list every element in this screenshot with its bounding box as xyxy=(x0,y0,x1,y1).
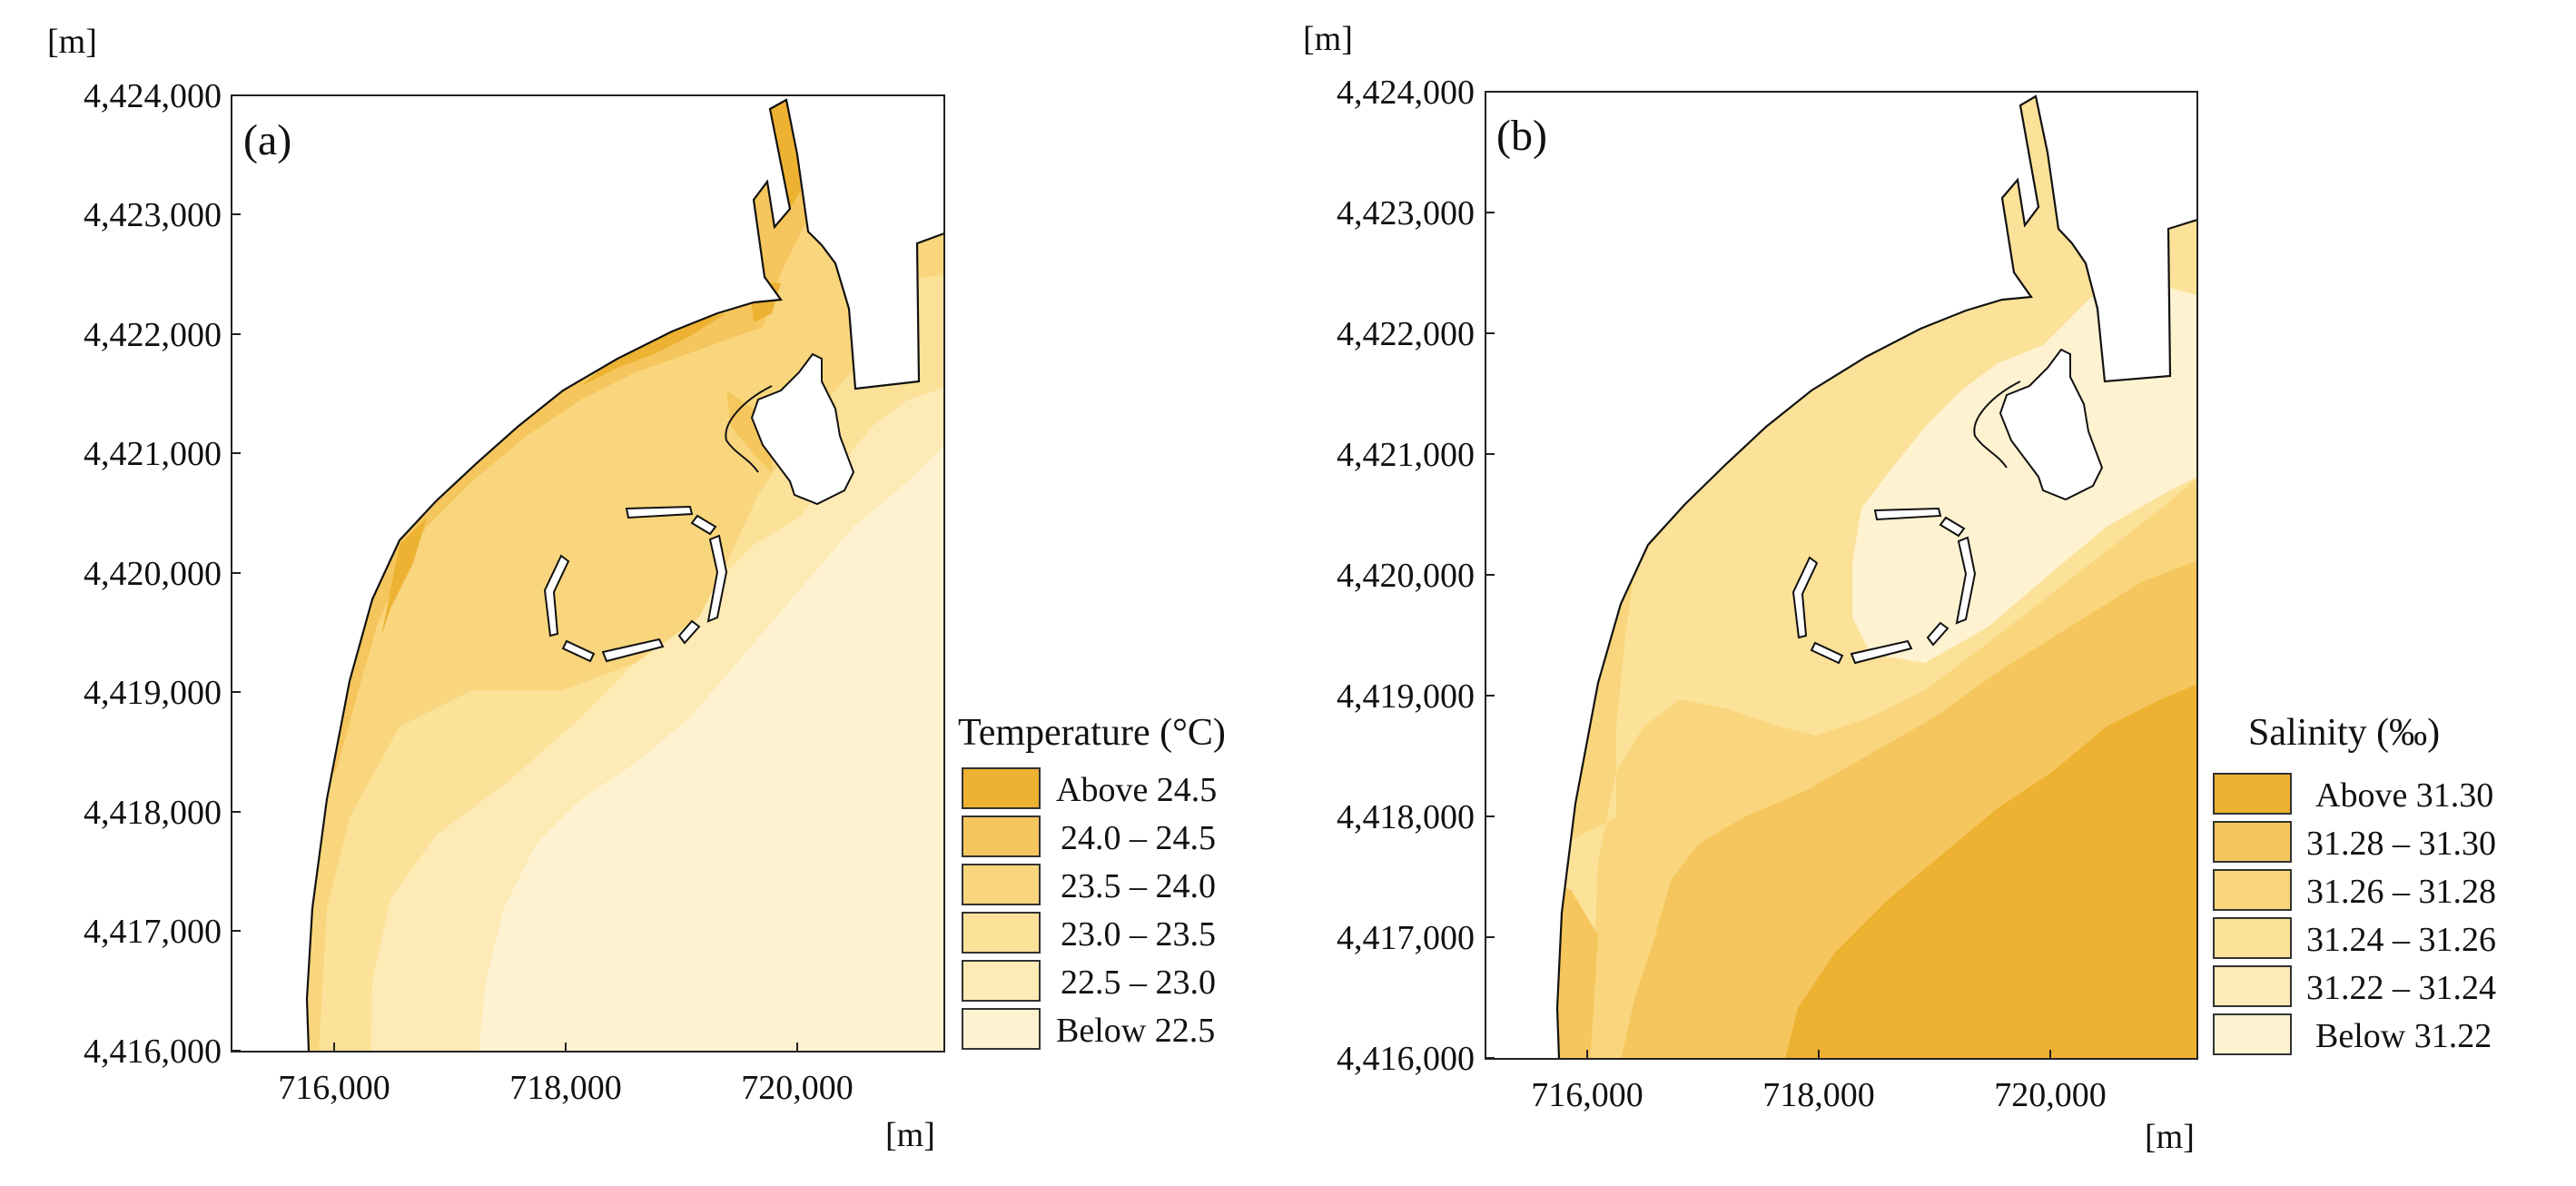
legend-swatch-a-4 xyxy=(962,960,1041,1002)
y-tick-labels-a: 4,424,000 4,423,000 4,422,000 4,421,000 … xyxy=(84,77,222,1071)
legend-swatch-b-5 xyxy=(2213,1013,2292,1055)
x-tick-labels-b: 716,000 718,000 720,000 xyxy=(1531,1076,2107,1114)
panel-a: [m] (a) 4,424,000 4,423,000 4,422,000 4,… xyxy=(47,23,1226,1154)
x-tick-labels-a: 716,000 718,000 720,000 xyxy=(278,1069,854,1107)
harbor-land-b xyxy=(1999,348,2104,501)
harbor-land-a xyxy=(750,352,855,506)
legend-label-a-4: 22.5 – 23.0 xyxy=(1061,964,1216,1002)
svg-text:716,000: 716,000 xyxy=(278,1069,390,1107)
panel-label-b: (b) xyxy=(1496,112,1547,160)
legend-swatch-b-4 xyxy=(2213,965,2292,1007)
x-ticks-a xyxy=(333,1043,798,1052)
legend-label-b-3: 31.24 – 31.26 xyxy=(2306,921,2496,959)
legend-swatch-b-2 xyxy=(2213,869,2292,911)
legend-swatch-a-1 xyxy=(962,815,1041,857)
salinity-map xyxy=(1557,96,2197,1059)
panel-b: [m] (b) 4,424,000 4,423,000 4,422,000 4,… xyxy=(1303,20,2496,1156)
legend-temperature: Temperature (°C) Above 24.5 24.0 – 24.5 … xyxy=(958,712,1226,1050)
breakwater-curve-a xyxy=(725,385,773,473)
legend-salinity: Salinity (‰) Above 31.30 31.28 – 31.30 3… xyxy=(2213,712,2496,1055)
legend-label-b-5: Below 31.22 xyxy=(2315,1017,2492,1055)
panel-label-a: (a) xyxy=(243,116,291,164)
legend-swatch-a-0 xyxy=(962,767,1041,809)
svg-text:4,419,000: 4,419,000 xyxy=(1337,677,1475,716)
legend-label-a-3: 23.0 – 23.5 xyxy=(1061,915,1216,954)
legend-swatch-a-3 xyxy=(962,912,1041,954)
coastline-b xyxy=(1555,94,2198,1060)
unit-top-b: [m] xyxy=(1303,20,1353,58)
legend-swatch-a-5 xyxy=(962,1008,1041,1050)
legend-title-a: Temperature (°C) xyxy=(958,712,1226,754)
coastline-a xyxy=(305,98,945,1053)
legend-label-a-5: Below 22.5 xyxy=(1056,1012,1215,1050)
legend-label-b-4: 31.22 – 31.24 xyxy=(2306,969,2496,1007)
y-ticks-b xyxy=(1485,91,1495,1059)
legend-label-a-2: 23.5 – 24.0 xyxy=(1061,867,1216,905)
svg-text:4,423,000: 4,423,000 xyxy=(1337,194,1475,232)
svg-text:4,416,000: 4,416,000 xyxy=(1337,1040,1475,1078)
sal-zone-above-31-30 xyxy=(1780,677,2197,1059)
svg-text:4,423,000: 4,423,000 xyxy=(84,196,222,234)
legend-label-b-0: Above 31.30 xyxy=(2315,776,2493,815)
x-ticks-b xyxy=(1586,1050,2051,1059)
artificial-reef-ring-a xyxy=(543,505,728,663)
svg-text:4,420,000: 4,420,000 xyxy=(1337,557,1475,595)
artificial-reef-ring-b xyxy=(1791,507,1977,665)
legend-swatch-b-3 xyxy=(2213,917,2292,959)
legend-label-a-1: 24.0 – 24.5 xyxy=(1061,819,1216,857)
unit-bottom-b: [m] xyxy=(2145,1118,2195,1156)
svg-text:4,417,000: 4,417,000 xyxy=(1337,919,1475,957)
svg-text:4,421,000: 4,421,000 xyxy=(84,435,222,473)
temperature-map xyxy=(307,100,944,1052)
svg-text:4,418,000: 4,418,000 xyxy=(84,794,222,832)
svg-text:4,420,000: 4,420,000 xyxy=(84,555,222,593)
legend-label-a-0: Above 24.5 xyxy=(1056,771,1217,809)
y-ticks-a xyxy=(232,94,241,1052)
legend-swatch-a-2 xyxy=(962,864,1041,905)
svg-text:720,000: 720,000 xyxy=(741,1069,854,1107)
svg-text:4,424,000: 4,424,000 xyxy=(84,77,222,115)
unit-bottom-a: [m] xyxy=(885,1116,935,1154)
svg-text:716,000: 716,000 xyxy=(1531,1076,1643,1114)
svg-text:4,418,000: 4,418,000 xyxy=(1337,798,1475,836)
svg-text:4,417,000: 4,417,000 xyxy=(84,913,222,951)
y-tick-labels-b: 4,424,000 4,423,000 4,422,000 4,421,000 … xyxy=(1337,74,1475,1078)
legend-swatch-b-0 xyxy=(2213,773,2292,815)
legend-label-b-1: 31.28 – 31.30 xyxy=(2306,825,2496,863)
svg-text:718,000: 718,000 xyxy=(1762,1076,1875,1114)
svg-text:4,421,000: 4,421,000 xyxy=(1337,436,1475,474)
svg-text:718,000: 718,000 xyxy=(509,1069,622,1107)
svg-text:4,419,000: 4,419,000 xyxy=(84,674,222,712)
svg-text:4,424,000: 4,424,000 xyxy=(1337,74,1475,112)
svg-text:4,422,000: 4,422,000 xyxy=(84,316,222,354)
legend-swatch-b-1 xyxy=(2213,821,2292,863)
breakwater-curve-b xyxy=(1973,381,2021,469)
svg-text:4,422,000: 4,422,000 xyxy=(1337,315,1475,353)
svg-text:720,000: 720,000 xyxy=(1994,1076,2107,1114)
legend-title-b: Salinity (‰) xyxy=(2248,712,2440,754)
unit-top-a: [m] xyxy=(47,23,97,61)
legend-label-b-2: 31.26 – 31.28 xyxy=(2306,873,2496,911)
svg-text:4,416,000: 4,416,000 xyxy=(84,1033,222,1071)
